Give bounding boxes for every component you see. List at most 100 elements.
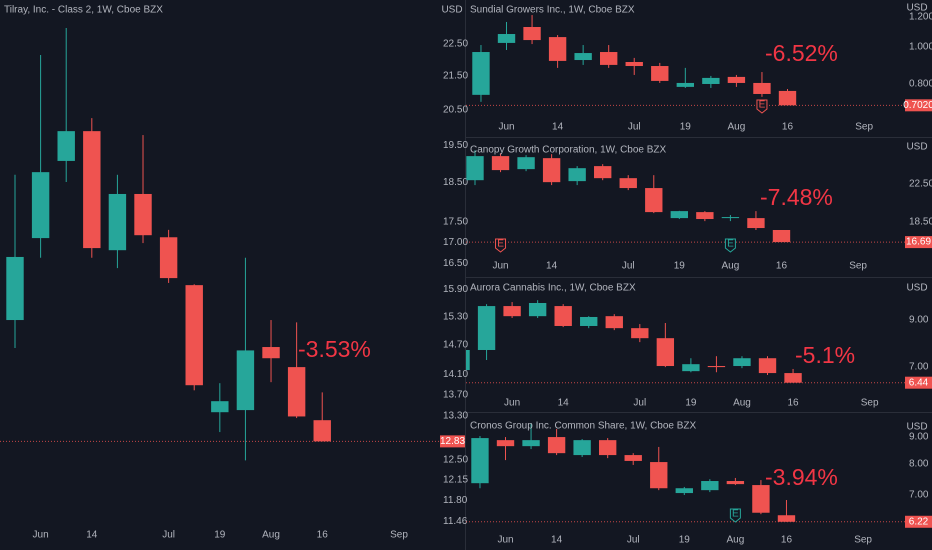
change-annotation: -7.48%: [760, 184, 833, 210]
candle-body: [727, 76, 746, 83]
plot: [472, 15, 797, 106]
candle-body: [31, 172, 50, 239]
currency-label: USD: [906, 3, 927, 14]
earnings-label: E: [497, 239, 504, 250]
candle-body: [287, 367, 306, 417]
x-tick-label: Jul: [628, 122, 641, 133]
candle-body: [580, 316, 598, 326]
candle-body: [313, 420, 331, 442]
earnings-marker: [495, 238, 507, 253]
candle-body: [574, 53, 592, 61]
y-tick-label: 13.30: [443, 411, 468, 422]
earnings-label: E: [732, 509, 739, 520]
x-tick-label: Aug: [722, 261, 740, 272]
x-tick-label: 14: [551, 535, 563, 546]
y-tick-label: 1.2000: [909, 12, 932, 23]
x-tick-label: Jul: [633, 398, 646, 409]
plot: [466, 150, 791, 243]
candle-body: [721, 217, 740, 219]
candle-body: [670, 211, 689, 219]
candle-body: [772, 230, 791, 243]
candle-body: [528, 303, 547, 317]
x-tick-label: Jun: [504, 398, 520, 409]
x-tick-label: 16: [787, 398, 799, 409]
candle-body: [656, 338, 675, 367]
x-tick-label: Jun: [492, 261, 508, 272]
candle-body: [631, 328, 649, 339]
x-tick-label: 16: [781, 535, 793, 546]
earnings-label: E: [759, 100, 766, 111]
x-tick-label: 14: [86, 530, 98, 541]
x-tick-label: Aug: [728, 122, 746, 133]
candle-body: [605, 316, 623, 329]
y-tick-label: 20.50: [443, 104, 468, 115]
y-tick-label: 18.50: [909, 217, 932, 228]
y-tick-label: 7.00: [909, 362, 929, 373]
candle-body: [753, 82, 771, 94]
y-tick-label: 11.46: [443, 516, 468, 527]
earnings-marker: [724, 238, 736, 253]
x-tick-label: 14: [546, 261, 558, 272]
candle-body: [568, 168, 586, 182]
candle-body: [262, 347, 280, 359]
candle-body: [6, 256, 24, 321]
candle-body: [645, 188, 663, 213]
currency-label: USD: [906, 283, 927, 294]
change-annotation: -5.1%: [795, 342, 855, 368]
candle-body: [594, 166, 612, 179]
x-tick-label: 16: [782, 122, 794, 133]
y-tick-label: 9.00: [909, 432, 929, 443]
change-annotation: -6.52%: [765, 40, 838, 66]
candle-body: [159, 237, 178, 279]
x-tick-label: Jun: [33, 530, 49, 541]
currency-label: USD: [906, 142, 927, 153]
last-price-label: 0.7020: [903, 100, 932, 111]
y-tick-label: 22.50: [443, 39, 468, 50]
x-tick-label: 16: [317, 530, 329, 541]
candle-body: [733, 358, 751, 367]
x-tick-label: Jun: [498, 122, 514, 133]
x-tick-label: 14: [558, 398, 570, 409]
y-tick-label: 17.00: [443, 237, 468, 248]
y-tick-label: 11.80: [443, 495, 468, 506]
x-tick-label: 19: [679, 535, 691, 546]
chart-title: Aurora Cannabis Inc., 1W, Cboe BZX: [470, 283, 636, 294]
candle-body: [185, 285, 203, 386]
candle-body: [497, 34, 516, 43]
currency-label: USD: [441, 5, 462, 16]
candle-body: [651, 66, 669, 81]
x-tick-label: Sep: [855, 122, 873, 133]
candle-body: [491, 156, 510, 171]
candle-body: [522, 440, 540, 447]
x-tick-label: 19: [680, 122, 692, 133]
candle-body: [778, 90, 797, 106]
candle-body: [496, 440, 515, 447]
y-tick-label: 14.70: [443, 340, 468, 351]
y-tick-label: 12.15: [443, 475, 468, 486]
chart-title: Tilray, Inc. - Class 2, 1W, Cboe BZX: [4, 5, 163, 16]
last-price-box: [905, 515, 932, 528]
currency-label: USD: [906, 422, 927, 433]
candle-body: [747, 218, 765, 229]
candle-body: [619, 178, 637, 189]
x-tick-label: 16: [776, 261, 788, 272]
candle-body: [702, 77, 720, 84]
plot: [466, 300, 802, 383]
candle-body: [701, 481, 719, 491]
earnings-label: E: [727, 239, 734, 250]
x-tick-label: 14: [552, 122, 564, 133]
x-tick-label: 19: [674, 261, 686, 272]
y-tick-label: 15.30: [443, 311, 468, 322]
candle-body: [83, 131, 101, 249]
chart-title: Sundial Growers Inc., 1W, Cboe BZX: [470, 5, 635, 16]
candle-body: [211, 401, 229, 413]
last-price-label: 6.44: [909, 377, 929, 388]
last-price-box: [905, 99, 932, 112]
y-tick-label: 19.50: [443, 140, 468, 151]
last-price-box: [440, 435, 465, 448]
candle-body: [108, 193, 127, 251]
candle-body: [752, 485, 770, 513]
last-price-box: [905, 376, 932, 389]
candle-body: [726, 481, 745, 485]
candle-body: [554, 306, 572, 326]
